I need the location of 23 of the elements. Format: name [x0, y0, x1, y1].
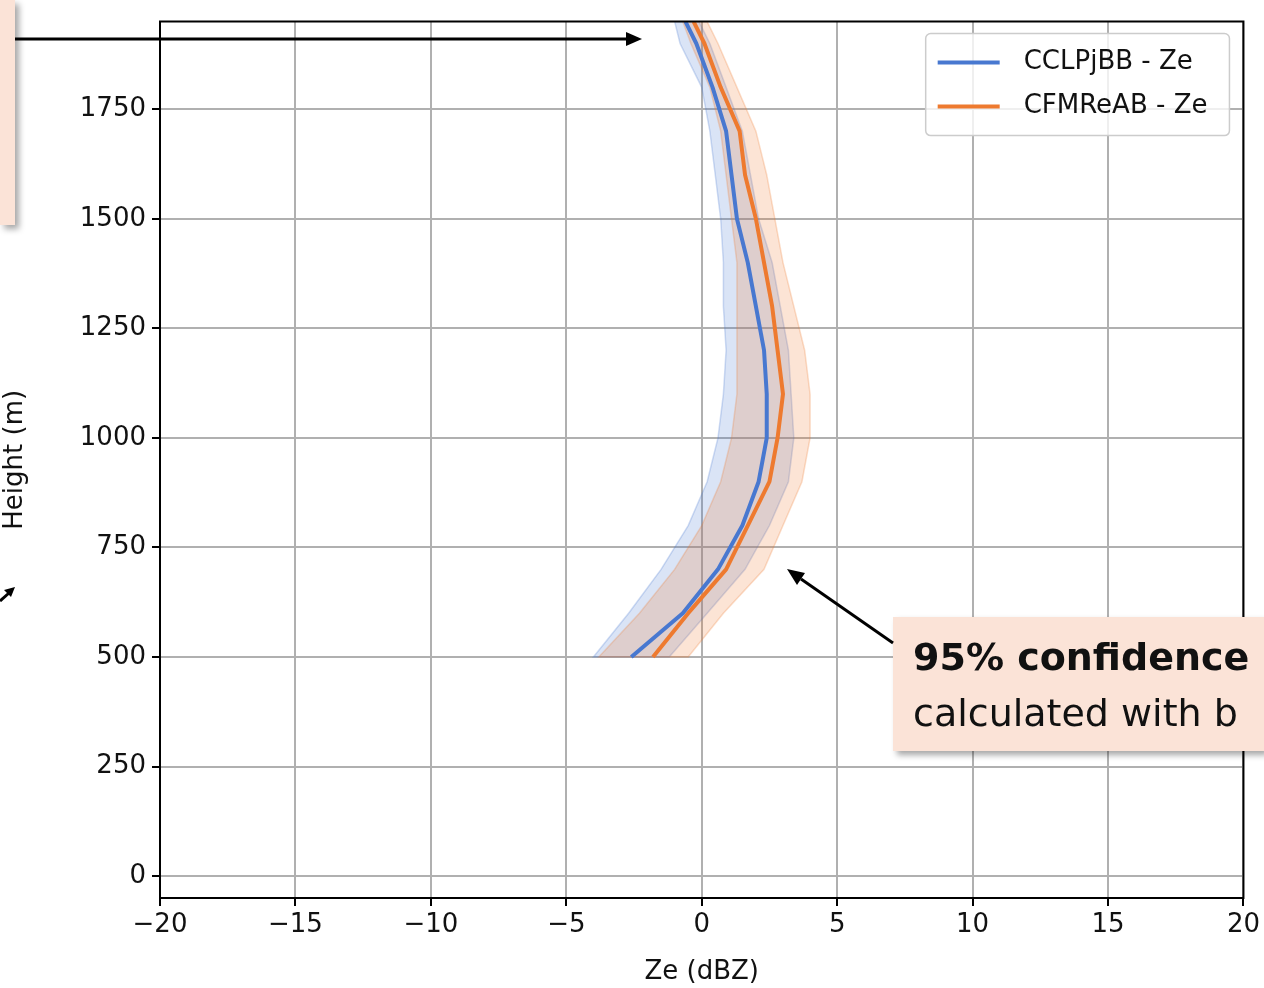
- y-tick-label: 1500: [79, 201, 146, 232]
- x-tick-label: −10: [403, 908, 459, 939]
- x-tick-label: 5: [828, 908, 846, 939]
- legend-label: CCLPjBB - Ze: [1023, 45, 1193, 76]
- x-tick-label: 15: [1091, 908, 1125, 939]
- x-tick-label: 20: [1226, 908, 1260, 939]
- x-tick-label: −15: [267, 908, 323, 939]
- y-tick-label: 250: [96, 749, 146, 780]
- x-axis-title: Ze (dBZ): [644, 955, 759, 986]
- annotation: calculated with b: [913, 690, 1239, 737]
- legend-label: CFMReAB - Ze: [1023, 89, 1208, 120]
- annotation: 95% confidence: [913, 635, 1250, 679]
- y-tick-label: 1750: [79, 91, 146, 122]
- y-tick-label: 1000: [79, 420, 146, 451]
- y-axis-title: Height (m): [0, 389, 29, 530]
- y-tick-label: 500: [96, 639, 146, 670]
- x-tick-label: 10: [956, 908, 990, 939]
- y-tick-label: 1250: [79, 311, 146, 342]
- y-tick-label: 0: [129, 858, 146, 889]
- x-tick-label: 0: [693, 908, 710, 939]
- x-tick-label: −20: [132, 908, 188, 939]
- x-tick-label: −5: [547, 908, 586, 939]
- y-tick-label: 750: [96, 530, 146, 561]
